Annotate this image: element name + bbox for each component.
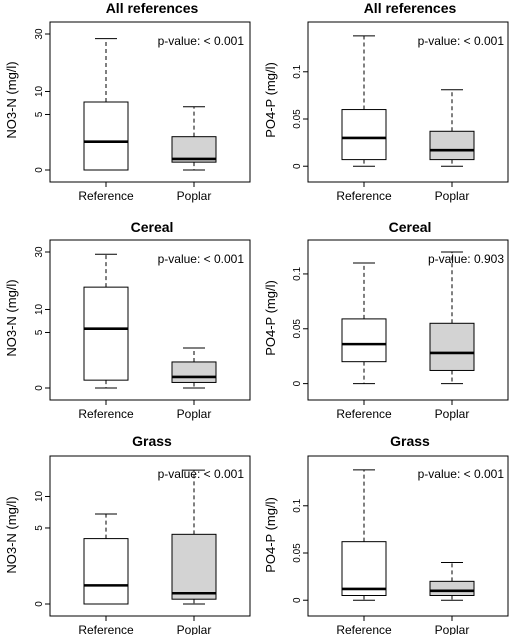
y-tick-label: 5 xyxy=(34,111,45,117)
x-tick-label-0: Reference xyxy=(78,189,134,203)
box-0 xyxy=(341,109,387,161)
p-value-3: p-value: < 0.001 xyxy=(158,252,245,266)
y-axis-label-6: PO4-P (mg/l) xyxy=(263,497,278,573)
panel-title-4: Cereal xyxy=(389,219,432,235)
y-tick-label: 0 xyxy=(34,385,45,391)
y-tick-label: 0.05 xyxy=(292,319,303,339)
x-tick-label-0: Reference xyxy=(78,407,134,421)
x-tick-label-1: Poplar xyxy=(435,407,470,421)
y-axis-label-2: PO4-P (mg/l) xyxy=(263,62,278,138)
x-tick-label-1: Poplar xyxy=(177,623,212,635)
x-tick-label-0: Reference xyxy=(336,623,392,635)
plot-frame xyxy=(307,455,509,617)
panel-title-6: Grass xyxy=(390,433,430,449)
box-1 xyxy=(429,130,475,161)
x-tick-label-0: Reference xyxy=(336,189,392,203)
plot-frame xyxy=(49,455,251,617)
p-value-2: p-value: < 0.001 xyxy=(418,34,505,48)
p-value-5: p-value: < 0.001 xyxy=(158,467,245,481)
y-tick-label: 0.05 xyxy=(292,543,303,563)
box-0 xyxy=(341,541,387,597)
x-tick-label-1: Poplar xyxy=(177,189,212,203)
panel-title-2: All references xyxy=(364,0,457,16)
y-axis-label-4: PO4-P (mg/l) xyxy=(263,280,278,356)
y-tick-label: 0 xyxy=(292,597,303,603)
p-value-6: p-value: < 0.001 xyxy=(418,467,505,481)
y-axis-label-5: NO3-N (mg/l) xyxy=(4,496,19,573)
y-tick-label: 5 xyxy=(34,329,45,335)
y-axis-label-3: NO3-N (mg/l) xyxy=(4,279,19,356)
y-tick-label: 0 xyxy=(34,167,45,173)
y-tick-label: 0 xyxy=(292,163,303,169)
y-tick-label: 10 xyxy=(34,85,45,97)
box-0 xyxy=(83,538,129,605)
y-tick-label: 0.1 xyxy=(292,267,303,281)
x-tick-label-1: Poplar xyxy=(435,623,470,635)
plot-frame xyxy=(307,21,509,183)
plot-frame xyxy=(307,239,509,401)
x-tick-label-0: Reference xyxy=(336,407,392,421)
box-1 xyxy=(171,533,217,600)
p-value-1: p-value: < 0.001 xyxy=(158,34,245,48)
plot-frame xyxy=(49,21,251,183)
y-tick-label: 0.1 xyxy=(292,498,303,512)
plot-frame xyxy=(49,239,251,401)
y-tick-label: 0 xyxy=(34,601,45,607)
y-tick-label: 0.1 xyxy=(292,64,303,78)
panel-title-1: All references xyxy=(106,0,199,16)
box-0 xyxy=(83,286,129,381)
y-tick-label: 10 xyxy=(34,303,45,315)
panel-title-3: Cereal xyxy=(131,219,174,235)
box-1 xyxy=(429,580,475,596)
y-tick-label: 0 xyxy=(292,380,303,386)
y-tick-label: 10 xyxy=(34,490,45,502)
box-0 xyxy=(83,101,129,171)
box-1 xyxy=(429,322,475,371)
y-tick-label: 30 xyxy=(34,246,45,258)
box-1 xyxy=(171,361,217,383)
p-value-4: p-value: 0.903 xyxy=(428,252,504,266)
box-0 xyxy=(341,318,387,363)
y-tick-label: 0.05 xyxy=(292,109,303,129)
panel-title-5: Grass xyxy=(132,433,172,449)
x-tick-label-0: Reference xyxy=(78,623,134,635)
x-tick-label-1: Poplar xyxy=(435,189,470,203)
y-tick-label: 5 xyxy=(34,525,45,531)
x-tick-label-1: Poplar xyxy=(177,407,212,421)
y-tick-label: 30 xyxy=(34,28,45,40)
y-axis-label-1: NO3-N (mg/l) xyxy=(4,61,19,138)
